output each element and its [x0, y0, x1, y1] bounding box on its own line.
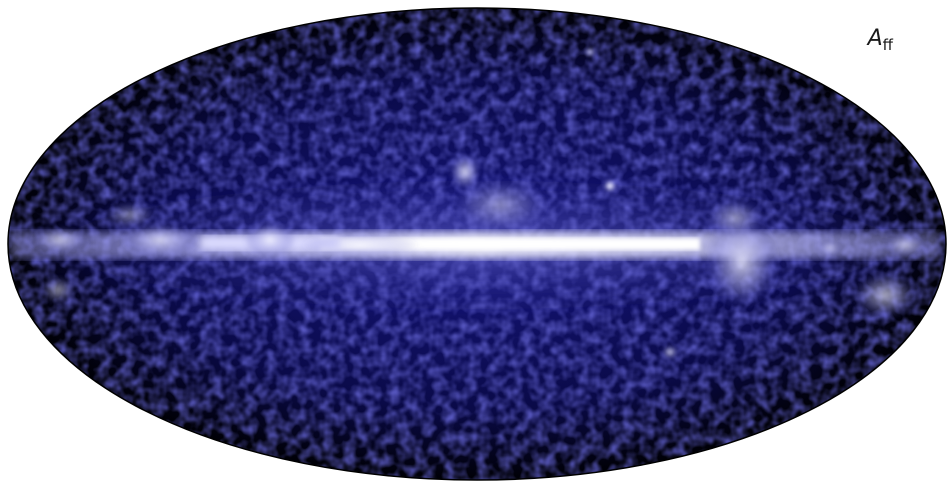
- map-outline: [7, 7, 947, 481]
- map-title-label: Aff: [868, 28, 893, 53]
- map-label-main: A: [867, 26, 883, 51]
- emission-regions: [30, 49, 927, 359]
- map-label-subscript: ff: [882, 36, 893, 54]
- sky-ellipse: [8, 8, 946, 480]
